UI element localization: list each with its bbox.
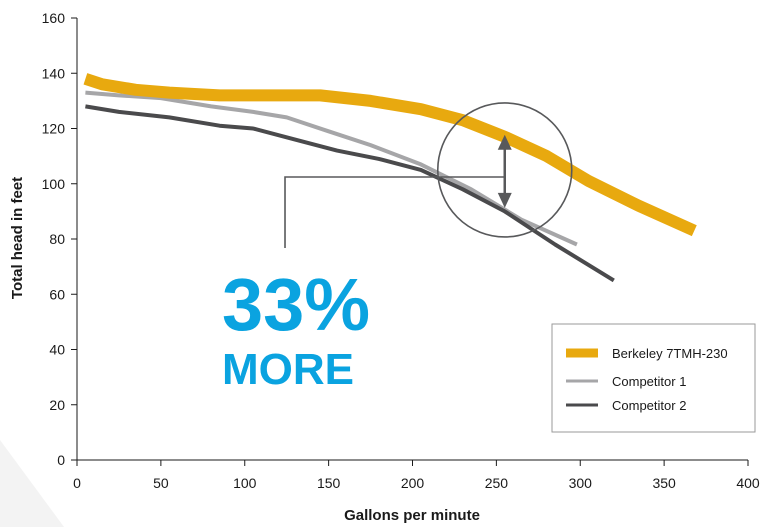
x-tick-label: 150 <box>317 475 341 491</box>
legend-label-competitor-2: Competitor 2 <box>612 398 686 413</box>
background-shape <box>0 440 64 527</box>
callout-percent: 33% <box>222 263 370 346</box>
series-competitor-2-line <box>85 104 615 283</box>
y-tick-label: 100 <box>42 176 66 192</box>
difference-arrow-head-up <box>497 134 512 150</box>
y-tick-label: 60 <box>49 286 65 302</box>
series-competitor-1-line <box>85 90 578 247</box>
x-tick-label: 200 <box>401 475 425 491</box>
series-group <box>83 73 697 283</box>
callout-leader-line <box>284 176 505 248</box>
x-tick-label: 250 <box>485 475 509 491</box>
legend-box <box>551 323 756 433</box>
x-tick-label: 50 <box>153 475 169 491</box>
difference-arrow-head-down <box>497 192 512 208</box>
y-tick-label: 80 <box>49 231 65 247</box>
y-tick-label: 140 <box>42 65 66 81</box>
y-tick-label: 40 <box>49 342 65 358</box>
x-axis-label: Gallons per minute <box>344 507 480 524</box>
x-tick-label: 400 <box>736 475 760 491</box>
legend-label-berkeley: Berkeley 7TMH-230 <box>612 346 728 361</box>
y-axis-label: Total head in feet <box>9 177 26 299</box>
x-tick-label: 350 <box>652 475 676 491</box>
legend-label-competitor-1: Competitor 1 <box>612 374 686 389</box>
x-tick-label: 0 <box>73 475 81 491</box>
x-tick-label: 100 <box>233 475 257 491</box>
highlight-circle <box>436 102 573 238</box>
series-berkeley-line <box>83 73 697 237</box>
y-tick-label: 0 <box>57 452 65 468</box>
y-tick-label: 160 <box>42 10 66 26</box>
axes: 0 20 40 60 80 100 120 140 160 0 50 100 150 200 250 300 3… <box>42 10 760 491</box>
callout-annotation: 33%MORE <box>222 102 573 394</box>
legend: Berkeley 7TMH-230 Competitor 1 Competito… <box>551 323 756 433</box>
x-tick-label: 300 <box>569 475 593 491</box>
y-tick-label: 20 <box>49 397 65 413</box>
y-tick-label: 120 <box>42 121 66 137</box>
callout-more: MORE <box>222 345 354 394</box>
